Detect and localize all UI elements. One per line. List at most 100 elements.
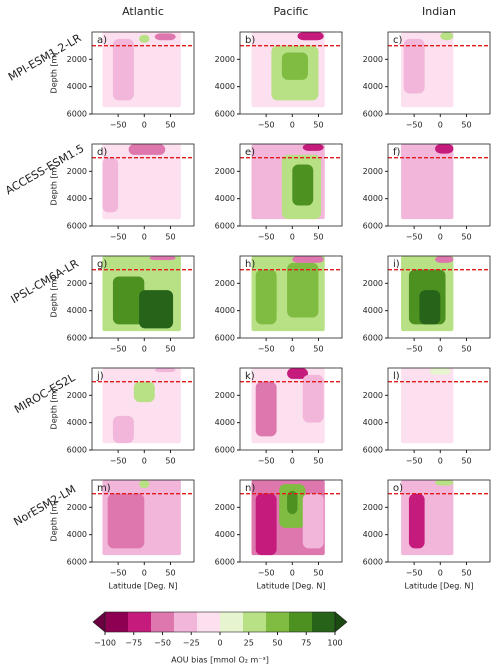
x-tick-label: 0 [438, 457, 443, 466]
panel: e) −50 0 50 2000 4000 6000 [215, 143, 343, 242]
contour-region [253, 150, 272, 213]
panel-label: h) [245, 259, 255, 270]
colorbar-box [197, 612, 220, 632]
panel-label: b) [245, 35, 255, 46]
panel: c) −50 0 50 2000 4000 6000 [363, 31, 491, 130]
axes-frame [91, 31, 195, 115]
colorbar-tick-label: 100 [327, 639, 342, 648]
y-tick-label: 4000 [363, 418, 383, 427]
y-tick-label: 4000 [363, 82, 383, 91]
y-tick-label: 4000 [363, 530, 383, 539]
x-tick-label: 0 [290, 457, 295, 466]
panel-label: n) [245, 483, 255, 494]
panel: o) −50 0 50 2000 4000 6000 Latitude [Deg. N] [363, 479, 491, 591]
x-tick-label: −50 [110, 121, 127, 130]
contour-area [401, 144, 454, 220]
y-tick-label: 6000 [67, 558, 87, 567]
y-tick-label: 6000 [67, 110, 87, 119]
x-tick-label: 0 [438, 569, 443, 578]
contour-area [401, 368, 454, 444]
x-tick-label: 50 [165, 121, 175, 130]
y-axis-label: Depth [m] [50, 501, 59, 542]
y-tick-label: 4000 [215, 418, 235, 427]
y-axis-label: Depth [m] [50, 389, 59, 430]
x-tick-label: −50 [110, 569, 127, 578]
contour-area [401, 256, 454, 332]
panel: i) −50 0 50 2000 4000 6000 [363, 255, 491, 354]
panel: k) −50 0 50 2000 4000 6000 [215, 367, 343, 466]
y-tick-label: 2000 [363, 167, 383, 176]
x-tick-label: −50 [110, 345, 127, 354]
contour-region [429, 368, 451, 375]
y-tick-label: 4000 [215, 194, 235, 203]
contour-region [128, 144, 166, 155]
axes-frame [387, 479, 491, 563]
contour-region [102, 157, 119, 213]
x-tick-label: 0 [142, 233, 147, 242]
contour-region [408, 493, 425, 549]
colorbar-box [174, 612, 197, 632]
panel: b) −50 0 50 2000 4000 6000 [215, 31, 343, 130]
panel-label: e) [245, 147, 255, 158]
y-tick-label: 6000 [363, 446, 383, 455]
x-tick-label: 0 [290, 121, 295, 130]
y-tick-label: 2000 [67, 391, 87, 400]
colorbar-extend-high [334, 611, 348, 633]
axes-frame [91, 255, 195, 339]
y-tick-label: 4000 [67, 82, 87, 91]
y-tick-label: 4000 [215, 82, 235, 91]
column-title: Indian [422, 5, 456, 18]
x-tick-label: 50 [313, 345, 323, 354]
axes-frame [387, 255, 491, 339]
y-axis-label: Depth [m] [50, 165, 59, 206]
y-tick-label: 4000 [67, 194, 87, 203]
axes-frame [387, 31, 491, 115]
contour-region [435, 480, 454, 486]
contour-region [403, 38, 425, 94]
panel-label: m) [97, 483, 111, 494]
colorbar-box [243, 612, 266, 632]
contour-region [255, 381, 277, 437]
panel-label: a) [97, 35, 107, 46]
y-tick-label: 6000 [67, 334, 87, 343]
y-tick-label: 6000 [215, 446, 235, 455]
contour-region [435, 144, 454, 154]
colorbar-box [105, 612, 128, 632]
y-tick-label: 4000 [67, 418, 87, 427]
axes-frame [387, 143, 491, 227]
contour-region [287, 262, 319, 318]
contour-area [102, 368, 181, 444]
contour-area [401, 32, 454, 108]
contour-area [102, 144, 181, 220]
contour-area [102, 480, 181, 556]
contour-area [251, 32, 325, 108]
x-axis-label: Latitude [Deg. N] [109, 582, 178, 591]
y-tick-label: 6000 [363, 110, 383, 119]
contour-region [292, 164, 314, 206]
y-tick-label: 2000 [363, 503, 383, 512]
y-tick-label: 6000 [363, 222, 383, 231]
panel-label: f) [393, 147, 401, 158]
y-tick-label: 6000 [215, 222, 235, 231]
axes-frame [91, 367, 195, 451]
x-axis-label: Latitude [Deg. N] [405, 582, 474, 591]
contour-region [302, 374, 324, 423]
colorbar-box [289, 612, 312, 632]
contour-region [149, 493, 176, 521]
contour-region [287, 368, 308, 379]
x-tick-label: 50 [461, 457, 471, 466]
y-tick-label: 4000 [215, 530, 235, 539]
panel-label: d) [97, 147, 107, 158]
x-tick-label: −50 [258, 121, 275, 130]
x-tick-label: −50 [258, 345, 275, 354]
x-tick-label: −50 [110, 233, 127, 242]
contour-region [440, 32, 454, 41]
contour-area [102, 256, 181, 332]
panel: m) −50 0 50 2000 4000 6000 Depth [m] Latitude [D… [50, 479, 195, 591]
panel: d) −50 0 50 2000 4000 6000 Depth [m] [50, 143, 195, 242]
x-tick-label: 50 [313, 569, 323, 578]
panel-label: i) [393, 259, 400, 270]
contour-region [139, 290, 174, 329]
x-tick-label: −50 [406, 121, 423, 130]
panel-label: l) [393, 371, 400, 382]
